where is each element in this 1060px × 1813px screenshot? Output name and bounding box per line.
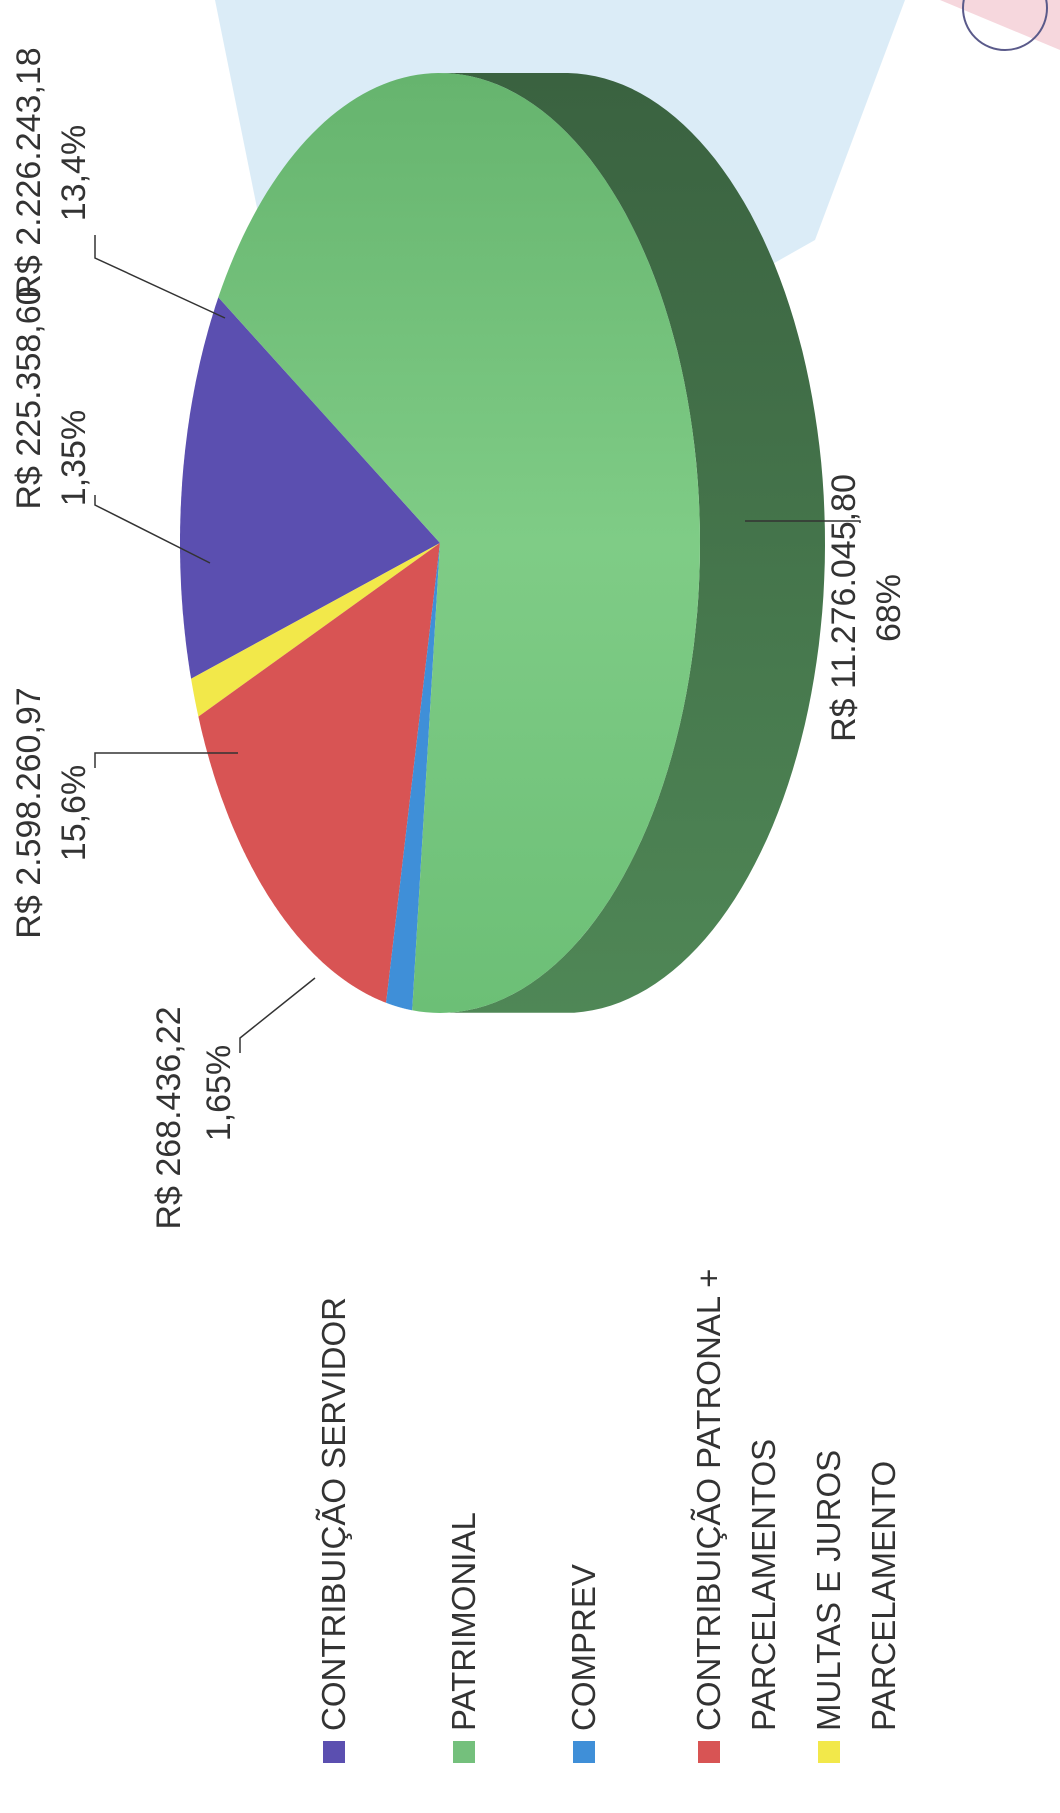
data-label-value-comprev: R$ 268.436,22 <box>150 1006 188 1229</box>
legend-item: CONTRIBUIÇÃO SERVIDOR <box>315 1297 352 1763</box>
pie-plot-area: R$ 2.226.243,18 13,4% R$ 225.358,60 1,35% R$… <box>10 47 908 1763</box>
leader-line-comprev <box>239 977 316 1053</box>
legend-label: COMPREV <box>565 1564 602 1731</box>
legend-swatch <box>818 1741 840 1763</box>
pie-slice-multas-e-juros-parcelamento <box>191 543 440 717</box>
legend-label: CONTRIBUIÇÃO PATRONAL + <box>690 1269 727 1731</box>
pie-side-wall <box>442 73 825 1013</box>
stamp-ring <box>962 0 1048 51</box>
legend-label: PARCELAMENTO <box>865 1461 902 1731</box>
legend-label: MULTAS E JUROS <box>810 1450 847 1731</box>
data-label-value-servidor: R$ 2.226.243,18 <box>10 47 48 298</box>
data-label-value-patronal: R$ 2.598.260,97 <box>10 687 48 938</box>
pie-slice-comprev <box>386 543 440 1011</box>
leader-line-patronal <box>94 752 238 768</box>
leader-line-servidor <box>94 235 226 319</box>
legend-swatch <box>453 1741 475 1763</box>
legend-swatch <box>573 1741 595 1763</box>
legend-item: PATRIMONIAL <box>445 1512 482 1763</box>
data-label-value-multas: R$ 225.358,60 <box>10 286 48 509</box>
leader-line-multas <box>94 495 211 564</box>
data-label-percent-multas: 1,35% <box>55 410 93 506</box>
pie-slice-patrimonial <box>218 73 700 1013</box>
pie-top <box>180 73 700 1013</box>
legend-item: COMPREV <box>565 1564 602 1763</box>
legend-swatch <box>323 1741 345 1763</box>
legend-label: PARCELAMENTOS <box>745 1439 782 1731</box>
bg-pink-shape <box>640 0 1060 50</box>
legend-label: CONTRIBUIÇÃO SERVIDOR <box>315 1297 352 1731</box>
stamp-seal <box>962 0 1048 51</box>
legend-swatch <box>698 1741 720 1763</box>
data-label-value-patrimonial: R$ 11.276.045,80 <box>825 474 863 742</box>
data-label-percent-patrimonial: 68% <box>870 574 908 642</box>
data-label-percent-patronal: 15,6% <box>55 765 93 861</box>
leader-line-patrimonial <box>745 520 861 523</box>
data-labels: R$ 2.226.243,18 13,4% R$ 225.358,60 1,35% R$… <box>10 47 908 1229</box>
legend-item: MULTAS E JUROS PARCELAMENTO <box>810 1450 902 1763</box>
pie-slice-contribuicao-servidor <box>180 297 440 679</box>
data-label-percent-servidor: 13,4% <box>55 125 93 221</box>
data-label-percent-comprev: 1,65% <box>200 1045 238 1141</box>
legend-item: CONTRIBUIÇÃO PATRONAL + PARCELAMENTOS <box>690 1269 782 1763</box>
pie-slice-contribuicao-patronal-parcelamentos <box>198 543 440 1003</box>
legend-label: PATRIMONIAL <box>445 1512 482 1731</box>
legend: CONTRIBUIÇÃO SERVIDOR PATRIMONIAL COMPREV C… <box>315 1269 902 1763</box>
pie-side-segment <box>442 73 825 1013</box>
